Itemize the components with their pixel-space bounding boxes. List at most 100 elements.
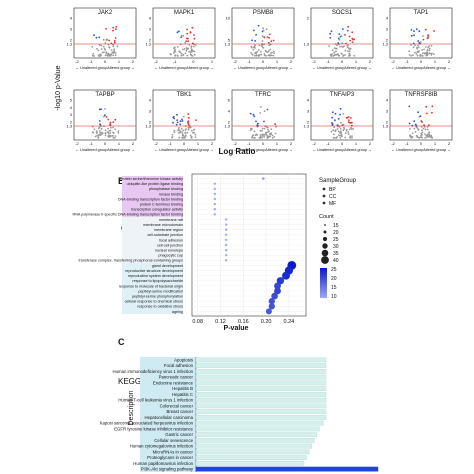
x-tick-label: 2 — [448, 59, 451, 64]
x-tick-label: 1 — [355, 141, 358, 146]
volcano-point — [421, 129, 423, 132]
volcano-point — [408, 105, 411, 108]
volcano-point — [258, 55, 260, 57]
volcano-point — [330, 130, 333, 133]
volcano-point — [109, 132, 112, 134]
volcano-frame — [231, 89, 295, 141]
volcano-point — [418, 42, 421, 44]
volcano-point — [339, 137, 342, 139]
go-term-label: transferase complex, transferring phosph… — [78, 259, 183, 263]
volcano-point — [428, 47, 431, 50]
volcano-point — [107, 133, 110, 135]
gene-name: TFRC — [255, 92, 272, 98]
volcano-point — [336, 44, 338, 47]
volcano-point — [98, 36, 101, 39]
volcano-point — [258, 44, 261, 47]
go-term-label: cell-cell junction — [157, 243, 183, 247]
volcano-point — [268, 33, 271, 36]
volcano-point — [271, 137, 274, 139]
volcano-point — [109, 124, 112, 127]
volcano-point — [351, 37, 354, 40]
volcano-point — [349, 39, 351, 42]
volcano-point — [187, 116, 190, 119]
volcano-point — [251, 39, 253, 42]
volcano-point — [413, 120, 416, 123]
volcano-point — [259, 137, 262, 139]
go-term-label: RNA polymerase II-specific DNA-binding t… — [73, 213, 183, 217]
gene-name: TAP1 — [414, 10, 429, 16]
volcano-point — [265, 28, 268, 31]
volcano-point — [174, 50, 177, 53]
kegg-term-label: Human T-cell leukemia virus 1 infection — [118, 398, 193, 403]
volcano-point — [425, 53, 428, 56]
volcano-point — [340, 132, 342, 135]
volcano-point — [176, 46, 179, 48]
volcano-point — [418, 50, 420, 52]
volcano-point — [185, 134, 187, 137]
volcano-point — [253, 115, 256, 118]
go-term-label: phagocytic cup — [158, 254, 183, 258]
x-tick-label: 2 — [211, 141, 214, 146]
volcano-point — [350, 127, 352, 129]
y-tick-label: 1.3 — [224, 42, 230, 47]
kegg-label-band — [140, 357, 196, 472]
volcano-point — [331, 116, 333, 119]
volcano-point — [194, 134, 197, 136]
kegg-term-label: Focal adhesion — [164, 363, 194, 368]
count-size-marker — [322, 243, 328, 249]
x-tick-label: -2 — [312, 59, 316, 64]
kegg-bar — [195, 414, 327, 420]
volcano-point — [428, 49, 431, 52]
volcano-point — [261, 130, 263, 132]
volcano-point — [342, 123, 345, 126]
volcano-point — [353, 54, 355, 57]
x-tick-label: -2 — [75, 141, 79, 146]
volcano-point — [430, 44, 433, 47]
x-tick-label: -1 — [173, 59, 177, 64]
y-tick-label: 2 — [386, 120, 389, 125]
kegg-bar — [195, 386, 327, 392]
volcano-point — [112, 121, 115, 124]
volcano-point — [329, 37, 332, 39]
volcano-point — [339, 107, 342, 110]
y-tick-label: 1.3 — [66, 124, 72, 129]
gene-name: SOCS1 — [332, 10, 353, 16]
volcano-point — [427, 34, 430, 36]
volcano-point — [425, 112, 428, 115]
volcano-point — [265, 131, 267, 134]
volcano-point — [189, 134, 192, 137]
x-tick-label: -1 — [168, 141, 172, 146]
go-term-label: ubiquitin-like protein ligase binding — [127, 182, 183, 186]
volcano-point — [107, 135, 110, 138]
legend-group-label: CC — [329, 194, 337, 200]
go-term-label: transcription coregulator activity — [131, 208, 183, 212]
volcano-point — [426, 37, 429, 40]
x-tick-label: 2 — [132, 141, 135, 146]
volcano-point — [187, 120, 190, 123]
volcano-point — [414, 44, 416, 47]
volcano-point — [112, 126, 114, 129]
go-dot — [213, 182, 216, 185]
volcano-point — [194, 44, 197, 46]
legend-group-marker — [322, 194, 326, 198]
kegg-term-label: Human cytomegalovirus infection — [130, 444, 194, 449]
volcano-point — [191, 129, 193, 132]
volcano-point — [188, 50, 191, 53]
volcano-point — [336, 127, 339, 130]
volcano-point — [423, 125, 426, 128]
volcano-point — [104, 108, 106, 110]
volcano-point — [186, 28, 189, 31]
count-size-label: 30 — [333, 244, 339, 250]
volcano-point — [352, 127, 355, 130]
panel-b-letter: B — [118, 176, 125, 186]
volcano-point — [173, 47, 175, 50]
go-term-label: response to molecule of bacterial origin — [119, 284, 183, 288]
volcano-point — [190, 126, 192, 129]
volcano-point — [265, 50, 268, 53]
volcano-point — [413, 34, 415, 37]
volcano-point — [188, 124, 190, 127]
go-x-tick-label: 0.20 — [261, 319, 272, 325]
gene-name: TBK1 — [176, 92, 192, 98]
volcano-frame — [73, 7, 137, 59]
volcano-point — [114, 52, 117, 54]
